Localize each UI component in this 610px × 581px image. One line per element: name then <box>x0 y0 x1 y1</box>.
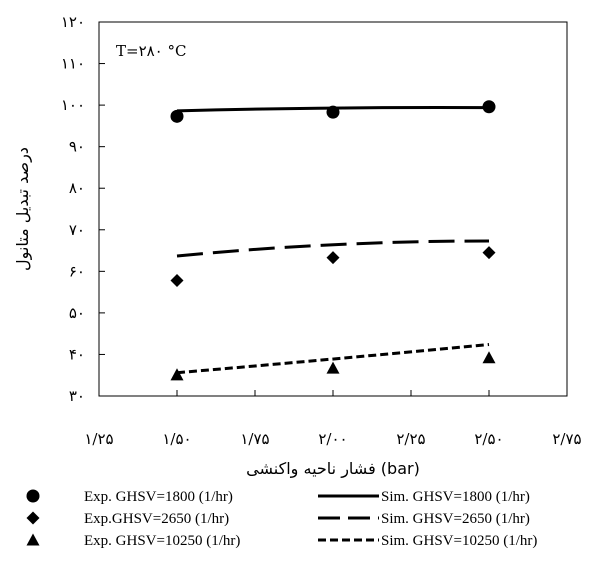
y-tick-label: ۳۰ <box>69 387 85 405</box>
x-tick-label: ۲/۰۰ <box>318 430 347 448</box>
legend-marker-circle <box>26 489 40 503</box>
y-tick-label: ۴۰ <box>69 345 85 363</box>
exp-point-diamond <box>482 246 496 260</box>
x-tick-label: ۱/۲۵ <box>84 430 113 448</box>
legend-sim-label: Sim. GHSV=1800 (1/hr) <box>381 489 530 505</box>
x-tick-label: ۲/۵۰ <box>474 430 503 448</box>
legend-sim-label: Sim. GHSV=2650 (1/hr) <box>381 511 530 527</box>
y-axis-title: درصد تبدیل متانول <box>13 147 33 271</box>
x-tick-label: ۱/۵۰ <box>162 430 191 448</box>
exp-point-triangle <box>326 361 340 374</box>
y-tick-label: ۱۰۰ <box>61 96 85 114</box>
x-axis-title: فشار ناحیه واکنشی (bar) <box>246 459 420 479</box>
exp-point-circle <box>170 109 184 123</box>
x-axis-ticks: ۱/۲۵ ۱/۵۰ ۱/۷۵ ۲/۰۰ ۲/۲۵ ۲/۵۰ ۲/۷۵ <box>84 390 582 448</box>
legend-marker-triangle <box>26 533 40 546</box>
x-tick-label: ۱/۷۵ <box>240 430 269 448</box>
sim-curve-3 <box>176 105 490 113</box>
legend-marker-diamond <box>26 511 40 525</box>
legend-exp-label: Exp. GHSV=1800 (1/hr) <box>84 489 233 505</box>
exp-point-diamond <box>170 273 184 287</box>
y-tick-label: ۵۰ <box>69 304 85 322</box>
sim-curve-4 <box>176 239 490 258</box>
legend-exp-label: Exp. GHSV=10250 (1/hr) <box>84 533 240 549</box>
y-tick-label: ۹۰ <box>69 138 85 156</box>
sim-curve-5 <box>176 342 490 375</box>
y-tick-label: ۸۰ <box>69 179 85 197</box>
y-tick-label: ۱۲۰ <box>61 13 85 31</box>
exp-point-diamond <box>326 251 340 265</box>
series-layer <box>170 100 496 381</box>
temperature-annotation: T=۲۸۰ °C <box>116 42 187 60</box>
legend-exp-label: Exp.GHSV=2650 (1/hr) <box>84 511 229 527</box>
legend-sim-label: Sim. GHSV=10250 (1/hr) <box>381 533 537 549</box>
x-tick-label: ۲/۷۵ <box>552 430 581 448</box>
exp-point-triangle <box>482 351 496 364</box>
plot-area-frame <box>98 21 568 397</box>
legend: Exp. GHSV=1800 (1/hr) Sim. GHSV=1800 (1/h… <box>26 489 537 549</box>
y-axis-ticks: ۳۰ ۴۰ ۵۰ ۶۰ ۷۰ ۸۰ ۹۰ ۱۰۰ ۱۱۰ ۱۲۰ <box>61 13 105 405</box>
y-tick-label: ۶۰ <box>69 262 85 280</box>
x-tick-label: ۲/۲۵ <box>396 430 425 448</box>
y-tick-label: ۱۱۰ <box>61 55 85 73</box>
y-tick-label: ۷۰ <box>69 221 85 239</box>
exp-point-triangle <box>170 368 184 381</box>
